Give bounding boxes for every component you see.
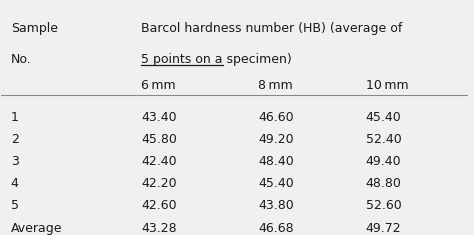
Text: 8 mm: 8 mm [258, 79, 293, 92]
Text: 42.40: 42.40 [141, 155, 177, 168]
Text: 45.80: 45.80 [141, 133, 177, 146]
Text: 1: 1 [11, 111, 18, 124]
Text: 4: 4 [11, 177, 18, 190]
Text: 42.60: 42.60 [141, 199, 177, 212]
Text: Barcol hardness number (HB) (average of: Barcol hardness number (HB) (average of [141, 22, 403, 35]
Text: 2: 2 [11, 133, 18, 146]
Text: 45.40: 45.40 [365, 111, 401, 124]
Text: 5: 5 [11, 199, 19, 212]
Text: 52.40: 52.40 [365, 133, 401, 146]
Text: 48.80: 48.80 [365, 177, 401, 190]
Text: 6 mm: 6 mm [141, 79, 176, 92]
Text: 48.40: 48.40 [258, 155, 294, 168]
Text: 42.20: 42.20 [141, 177, 177, 190]
Text: 5 points on a specimen): 5 points on a specimen) [141, 53, 292, 66]
Text: 49.40: 49.40 [365, 155, 401, 168]
Text: Average: Average [11, 222, 62, 235]
Text: 3: 3 [11, 155, 18, 168]
Text: 43.28: 43.28 [141, 222, 177, 235]
Text: No.: No. [11, 53, 31, 66]
Text: 10 mm: 10 mm [365, 79, 408, 92]
Text: 46.68: 46.68 [258, 222, 294, 235]
Text: 43.80: 43.80 [258, 199, 294, 212]
Text: 49.20: 49.20 [258, 133, 294, 146]
Text: 45.40: 45.40 [258, 177, 294, 190]
Text: 43.40: 43.40 [141, 111, 177, 124]
Text: 46.60: 46.60 [258, 111, 294, 124]
Text: 52.60: 52.60 [365, 199, 401, 212]
Text: 49.72: 49.72 [365, 222, 401, 235]
Text: Sample: Sample [11, 22, 58, 35]
